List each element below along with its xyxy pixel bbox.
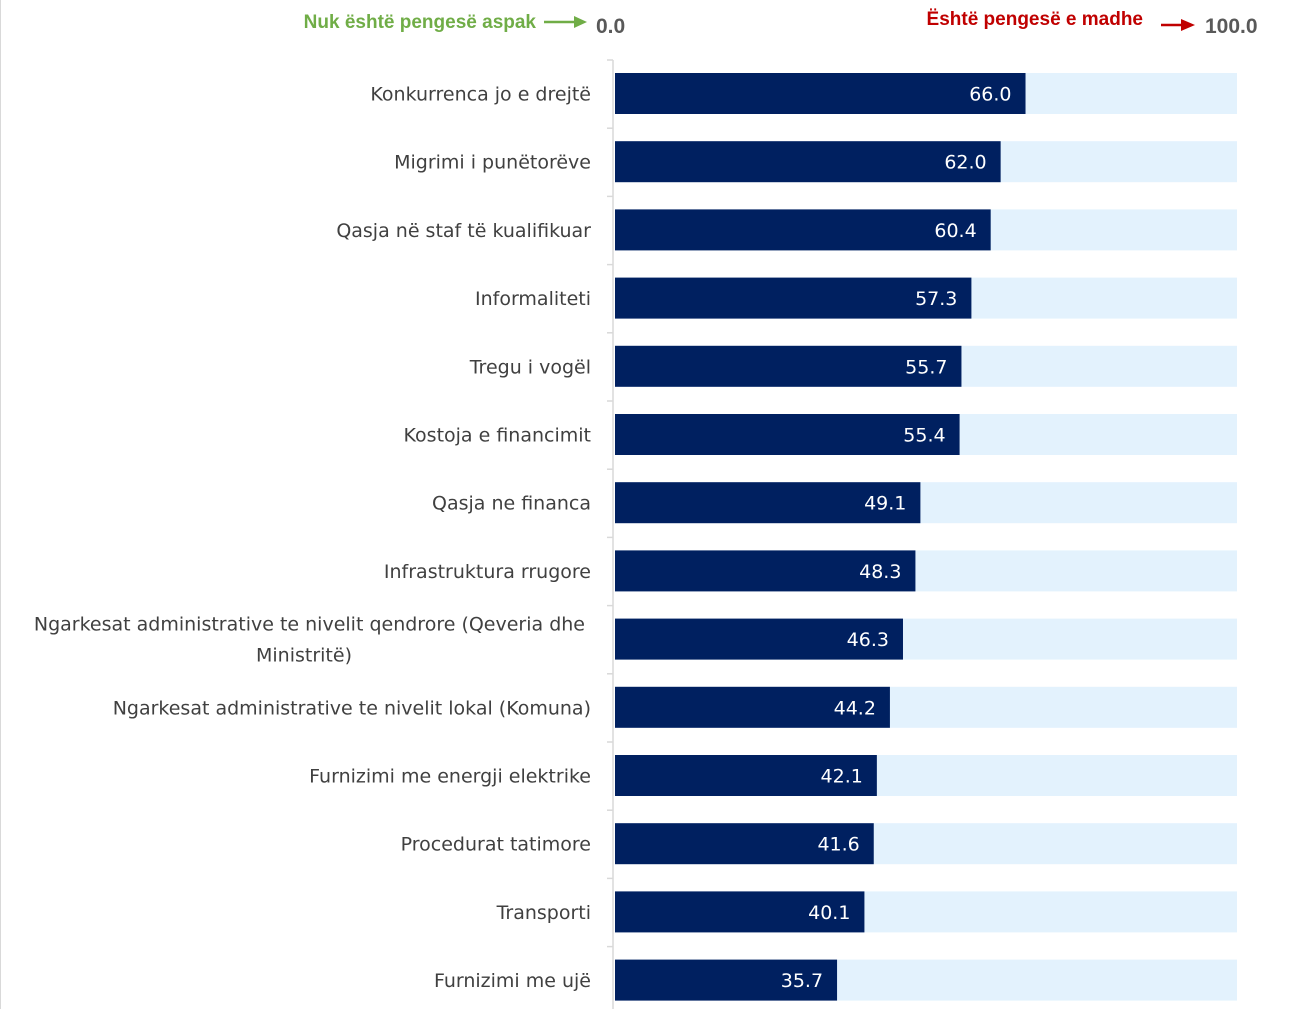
value-label: 55.7 <box>905 356 947 378</box>
legend-max-label: Është pengesë e madhe <box>927 9 1143 30</box>
bar <box>615 73 1026 114</box>
scale-legend: Nuk është pengesë aspak 0.0 Është penges… <box>304 9 1258 38</box>
category-label: Infrastruktura rrugore <box>384 561 591 583</box>
bar <box>615 550 916 592</box>
bar-row: 57.3 Informaliteti <box>475 277 1237 319</box>
bar <box>615 823 874 865</box>
bar <box>615 345 962 387</box>
category-label: Tregu i vogël <box>469 356 591 378</box>
bar-row: 41.6 Procedurat tatimore <box>401 823 1237 865</box>
legend-max-arrow-icon <box>1161 19 1195 31</box>
bar <box>615 277 972 319</box>
category-label: Konkurrenca jo e drejtë <box>370 84 591 106</box>
bar <box>615 482 921 524</box>
bar <box>615 686 890 728</box>
bar <box>615 414 960 455</box>
bar-row: 35.7 Furnizimi me ujë <box>434 959 1237 1001</box>
value-label: 35.7 <box>781 970 823 992</box>
value-label: 46.3 <box>847 629 889 651</box>
category-label: Qasja ne financa <box>432 493 591 515</box>
bar-row: 62.0 Migrimi i punëtorëve <box>394 141 1237 183</box>
category-label: Migrimi i punëtorëve <box>394 152 591 174</box>
bar-row: 40.1 Transporti <box>496 891 1237 933</box>
value-label: 49.1 <box>864 493 906 515</box>
bar <box>615 618 903 660</box>
bar-row: 42.1 Furnizimi me energji elektrike <box>309 755 1237 796</box>
bar <box>615 959 838 1001</box>
legend-min-arrow-icon <box>544 16 587 28</box>
value-label: 41.6 <box>817 834 859 856</box>
value-label: 42.1 <box>821 766 863 788</box>
value-label: 40.1 <box>808 902 850 924</box>
category-label: Informaliteti <box>475 288 591 310</box>
category-label: Furnizimi me ujë <box>434 970 591 992</box>
value-label: 57.3 <box>915 288 957 310</box>
bar <box>615 891 865 933</box>
value-label: 62.0 <box>944 152 986 174</box>
value-label: 55.4 <box>903 425 945 447</box>
legend-max-value: 100.0 <box>1205 15 1258 38</box>
category-label: Procedurat tatimore <box>401 834 591 856</box>
category-label: Transporti <box>496 902 591 924</box>
legend-min-value: 0.0 <box>596 15 625 38</box>
bar <box>615 141 1001 183</box>
bar-row: 48.3 Infrastruktura rrugore <box>384 550 1237 592</box>
bar <box>615 209 991 251</box>
bar-row: 49.1 Qasja ne financa <box>432 482 1237 524</box>
bar-row: 60.4 Qasja në staf të kualifikuar <box>336 209 1237 251</box>
value-label: 60.4 <box>934 220 976 242</box>
value-label: 66.0 <box>969 84 1011 106</box>
bar <box>615 755 877 796</box>
legend-min-label: Nuk është pengesë aspak <box>304 12 537 33</box>
value-label: 44.2 <box>834 697 876 719</box>
bar-row: 44.2 Ngarkesat administrative te nivelit … <box>113 686 1237 728</box>
value-label: 48.3 <box>859 561 901 583</box>
bar-rows: 66.0 Konkurrenca jo e drejtë 62.0 Migrimi i… <box>34 73 1237 1001</box>
category-label: Ngarkesat administrative te nivelit qend… <box>34 614 585 636</box>
category-label: Kostoja e financimit <box>404 425 591 447</box>
bar-row: 55.4 Kostoja e financimit <box>404 414 1237 455</box>
category-axis <box>607 59 614 1009</box>
bar-row: 66.0 Konkurrenca jo e drejtë <box>370 73 1237 114</box>
category-label: Ministritë) <box>256 645 352 667</box>
bar-row: 46.3 Ngarkesat administrative te nivelit … <box>34 614 1237 667</box>
category-label: Qasja në staf të kualifikuar <box>336 220 591 242</box>
bar-row: 55.7 Tregu i vogël <box>469 345 1237 387</box>
category-label: Furnizimi me energji elektrike <box>309 766 591 788</box>
category-label: Ngarkesat administrative te nivelit loka… <box>113 697 591 719</box>
